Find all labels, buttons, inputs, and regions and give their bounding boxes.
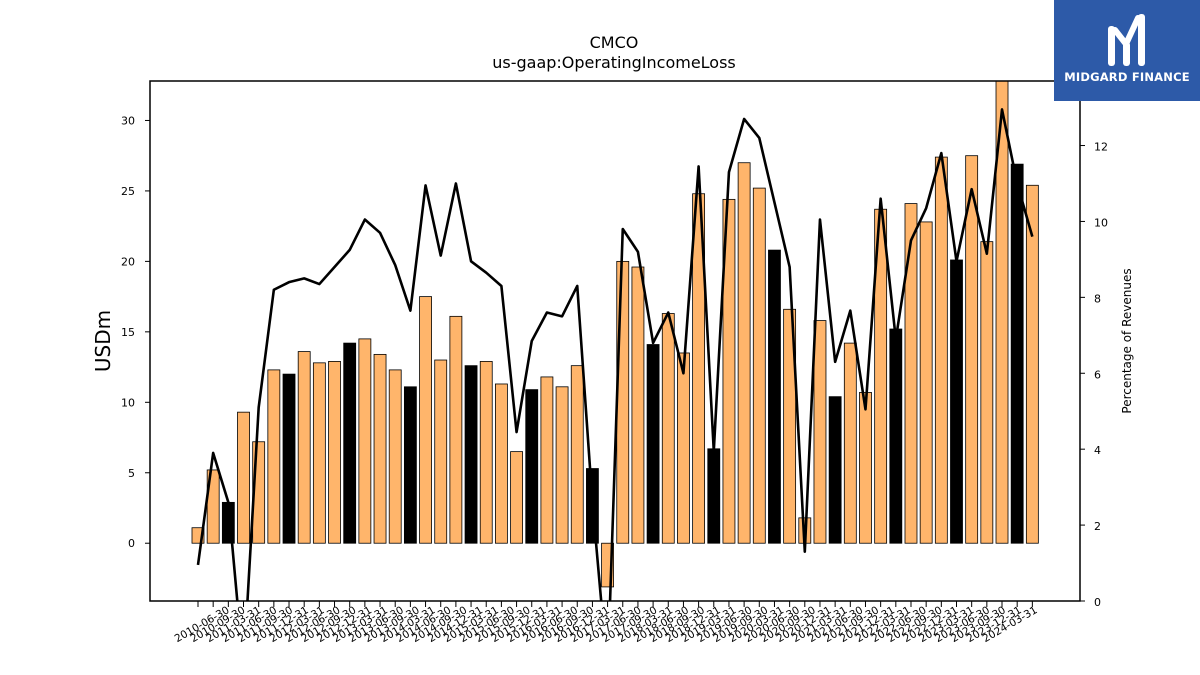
- brand-logo: MIDGARD FINANCE: [1054, 0, 1200, 101]
- y-tick-label: 10: [121, 396, 135, 409]
- y2-tick-label: 10: [1094, 216, 1108, 229]
- bar-2013-12-31: [403, 386, 417, 544]
- bar-2023-12-31: [1010, 163, 1024, 544]
- bar-2022-12-31: [950, 259, 963, 544]
- y2-tick-label: 6: [1094, 368, 1101, 381]
- bar-2018-03-31: [661, 313, 675, 544]
- logo-mark-icon: [1108, 14, 1145, 66]
- y2-axis: 0 2 4 6 8 10 12: [1080, 141, 1108, 609]
- bar-2012-12-31: [343, 342, 357, 544]
- bar-2014-06-30: [434, 359, 448, 544]
- bar-2017-06-30: [616, 260, 630, 544]
- y-axis-label: USDm: [91, 310, 115, 372]
- bar-2011-03-31: [237, 411, 250, 544]
- bar-2015-03-31: [479, 361, 493, 544]
- bar-2022-03-31: [904, 203, 918, 544]
- bar-2019-06-30: [737, 162, 751, 544]
- bar-2017-09-30: [631, 266, 645, 544]
- bar-2023-06-30: [980, 241, 994, 544]
- x-axis: 2010-06-302010-09-302011-03-312011-06-30…: [173, 601, 1040, 645]
- bar-2020-03-31: [783, 308, 797, 544]
- plot-frame: [149, 80, 1081, 602]
- bar-2017-12-31: [646, 344, 660, 544]
- y-tick-label: 15: [121, 326, 135, 339]
- y-tick-label: 0: [128, 537, 135, 550]
- y-tick-label: 20: [121, 255, 135, 268]
- y-axis: 0 5 10 15 20 25 30: [121, 114, 150, 550]
- bar-2016-06-30: [555, 386, 569, 544]
- bar-2019-12-31: [768, 249, 781, 544]
- line-layer: [196, 108, 1034, 601]
- y2-tick-label: 4: [1094, 444, 1101, 457]
- bar-2012-06-30: [312, 362, 326, 544]
- bar-2014-09-30: [449, 315, 463, 544]
- bar-2023-09-30: [995, 81, 1009, 544]
- bar-2020-09-30: [813, 320, 827, 544]
- bar-2014-03-31: [419, 296, 432, 544]
- bar-2021-06-30: [859, 392, 872, 544]
- bar-2015-06-30: [494, 383, 508, 544]
- y-tick-label: 25: [121, 185, 135, 198]
- bar-2024-03-31: [1025, 184, 1039, 544]
- bar-2018-06-30: [677, 352, 690, 544]
- y2-tick-label: 2: [1094, 520, 1101, 533]
- y-tick-label: 30: [121, 114, 135, 127]
- y2-tick-label: 8: [1094, 292, 1101, 305]
- bar-2020-12-31: [828, 396, 842, 544]
- bar-2013-09-30: [388, 369, 402, 544]
- bar-2015-12-31: [525, 389, 539, 544]
- bar-2016-09-30: [570, 365, 584, 544]
- y2-tick-label: 0: [1094, 596, 1101, 609]
- bar-2023-03-31: [965, 155, 979, 544]
- bars-layer: [191, 81, 1039, 588]
- series-line: [196, 108, 1034, 601]
- bar-2018-09-30: [692, 193, 706, 544]
- bar-2021-03-31: [843, 342, 857, 544]
- bar-2018-12-31: [707, 448, 721, 544]
- bar-2014-12-31: [464, 365, 478, 544]
- chart-title: CMCO: [590, 33, 639, 52]
- bar-2022-09-30: [934, 156, 948, 544]
- y-tick-label: 5: [128, 467, 135, 480]
- bar-2015-09-30: [510, 451, 523, 544]
- logo-text: MIDGARD FINANCE: [1064, 70, 1190, 84]
- bar-2012-09-30: [328, 361, 341, 544]
- bar-2013-03-31: [358, 338, 372, 544]
- y2-axis-label: Percentage of Revenues: [1120, 268, 1134, 413]
- bar-2019-09-30: [752, 187, 766, 544]
- bar-2021-12-31: [889, 328, 903, 544]
- chart-subtitle: us-gaap:OperatingIncomeLoss: [492, 53, 736, 72]
- bar-2012-03-31: [297, 351, 311, 544]
- y2-tick-label: 12: [1094, 141, 1108, 154]
- bar-2022-06-30: [919, 221, 933, 544]
- bar-2011-09-30: [267, 369, 281, 544]
- bar-2013-06-30: [373, 353, 387, 544]
- bar-2019-03-31: [722, 198, 736, 544]
- bar-2011-12-31: [282, 373, 296, 544]
- bar-2016-03-31: [540, 376, 554, 544]
